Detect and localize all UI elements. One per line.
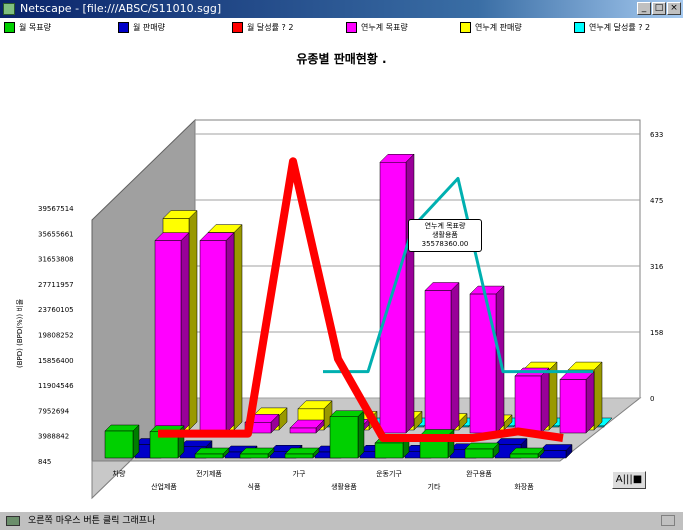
chart-bar[interactable] [559, 370, 595, 434]
legend-swatch-icon [346, 22, 357, 33]
legend-swatch-icon [460, 22, 471, 33]
legend-swatch-icon [574, 22, 585, 33]
chart-bars [104, 153, 613, 459]
legend-item[interactable]: 월 목표량 [4, 22, 51, 34]
chart-series-line[interactable] [158, 157, 564, 442]
y-right-tick-label: 475 [650, 197, 663, 205]
chart-bar[interactable] [464, 442, 500, 459]
y-right-tick-label: 316 [650, 263, 664, 271]
chart-lines [158, 157, 593, 442]
chart-bar[interactable] [239, 447, 275, 459]
y-tick-label: 15856400 [38, 357, 74, 365]
close-button[interactable]: × [667, 2, 681, 15]
window-title-bar: Netscape - [file:///ABSC/S11010.sgg] _ □… [0, 0, 683, 18]
y-axis-title: (BPD) (BPD(%)) 비율 [15, 298, 24, 368]
maximize-button[interactable]: □ [652, 2, 666, 15]
legend-item[interactable]: 연누계 목표량 [346, 22, 408, 34]
legend-label: 연누계 달성률 ? 2 [589, 23, 651, 32]
chart-bar[interactable] [104, 424, 140, 459]
legend-item[interactable]: 월 달성률 ? 2 [232, 22, 293, 34]
x-tick-label: 산업제품 [151, 482, 177, 491]
chart-bar[interactable] [284, 447, 320, 459]
y-right-tick-label: 0 [650, 395, 654, 403]
x-tick-label: 차량 [113, 469, 126, 478]
y-tick-label: 23760105 [38, 306, 74, 314]
legend-label: 월 판매량 [133, 23, 165, 32]
x-tick-label: 가구 [293, 469, 306, 478]
chart-bar[interactable] [419, 428, 455, 459]
chart-bar[interactable] [154, 232, 190, 434]
y-tick-label: 19808252 [38, 332, 74, 340]
legend-item[interactable]: 월 판매량 [118, 22, 165, 34]
x-tick-label: 기타 [428, 482, 441, 491]
x-tick-label: 생활용품 [331, 482, 357, 491]
chart-bar[interactable] [329, 410, 365, 459]
y-right-tick-label: 158 [650, 329, 663, 337]
y-tick-label: 7952694 [38, 407, 70, 415]
legend-swatch-icon [118, 22, 129, 33]
x-tick-label: 완구용품 [466, 470, 492, 478]
chart-title: 유종별 판매현황 . [296, 52, 387, 66]
minimize-button[interactable]: _ [637, 2, 651, 15]
legend-item[interactable]: 연누계 판매량 [460, 22, 522, 34]
y-tick-label: 31653808 [38, 256, 74, 264]
security-icon [661, 515, 675, 526]
x-tick-label: 운동기구 [376, 469, 402, 478]
legend-swatch-icon [4, 22, 15, 33]
y-axis-left: 39567514 35655661 31653808 27711957 23760105… [38, 205, 74, 466]
chart-bar[interactable] [199, 232, 235, 434]
y-tick-label: 39567514 [38, 205, 74, 213]
chart-legend: 월 목표량 월 판매량 월 달성률 ? 2 연누계 목표량 연누계 판매량 연누… [0, 18, 683, 39]
y-tick-label: 27711957 [38, 281, 74, 289]
chart-bar[interactable] [424, 281, 460, 434]
chart-bar[interactable] [289, 419, 325, 434]
legend-label: 연누계 목표량 [361, 23, 408, 32]
sales-3d-chart[interactable]: 39567514 35655661 31653808 27711957 23760105… [0, 38, 683, 511]
status-icon [6, 516, 20, 526]
y-tick-label: 11904546 [38, 382, 74, 390]
chart-bar[interactable] [539, 443, 573, 459]
chart-bar[interactable] [379, 153, 415, 434]
tooltip-category: 생활용품 [432, 231, 458, 239]
legend-item[interactable]: 연누계 달성률 ? 2 [574, 22, 650, 34]
x-tick-label: 식품 [248, 482, 261, 491]
legend-label: 월 달성률 ? 2 [247, 23, 294, 32]
window-title: Netscape - [file:///ABSC/S11010.sgg] [20, 2, 222, 15]
chart-series-line[interactable] [323, 176, 593, 374]
x-tick-label: 화장품 [514, 482, 534, 491]
status-bar: 오른쪽 마우스 버튼 클릭 그래프나 [0, 511, 683, 530]
legend-label: 월 목표량 [19, 23, 51, 32]
view-toggle-button[interactable]: A|||■ [612, 471, 646, 489]
tooltip-series: 연누계 목표량 [424, 222, 466, 230]
legend-swatch-icon [232, 22, 243, 33]
y-right-tick-label: 633 [650, 131, 663, 139]
chart-bar[interactable] [509, 447, 545, 459]
y-tick-label: 35655661 [38, 230, 74, 238]
tooltip-value: 35578360.00 [421, 240, 469, 248]
y-axis-right: 633 475 316 158 0 [650, 131, 664, 403]
y-tick-label: 845 [38, 458, 51, 466]
chart-bar[interactable] [514, 367, 550, 434]
legend-label: 연누계 판매량 [475, 23, 522, 32]
status-text: 오른쪽 마우스 버튼 클릭 그래프나 [28, 516, 156, 526]
netscape-icon [3, 3, 15, 15]
chart-bar[interactable] [194, 447, 230, 459]
data-tooltip: 연누계 목표량 생활용품 35578360.00 [408, 219, 482, 252]
y-tick-label: 3988842 [38, 433, 69, 441]
x-tick-label: 전기제품 [196, 469, 222, 478]
chart-area[interactable]: 유종별 판매현황 . 39567514 35655661 31653808 27711… [0, 38, 683, 511]
